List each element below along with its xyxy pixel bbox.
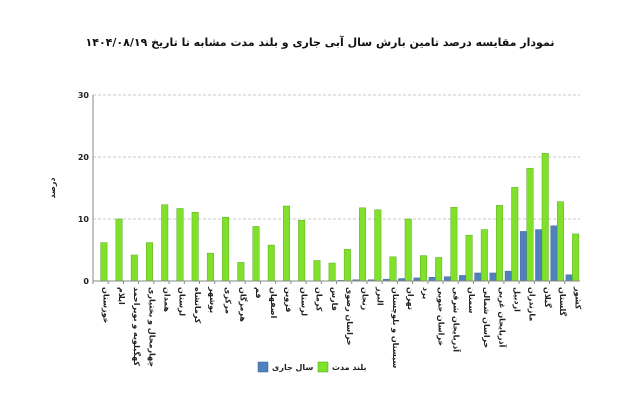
category-label: فارس [329, 287, 339, 311]
bar-long-term [130, 254, 138, 282]
bar-long-term [313, 260, 321, 282]
legend: سال جاری بلند مدت [257, 361, 367, 373]
bar-long-term [176, 208, 184, 282]
bar-long-term [404, 218, 412, 282]
bar-long-term [115, 218, 123, 282]
bar-long-term [100, 242, 108, 282]
category-label: کشور [573, 286, 582, 310]
legend-swatch-current-year [257, 361, 269, 373]
bar-long-term [541, 153, 549, 282]
category-label: قزوین [284, 287, 293, 312]
bar-long-term [267, 244, 275, 282]
bar-long-term [222, 216, 230, 282]
legend-label-current-year: سال جاری [272, 363, 313, 372]
bar-long-term [465, 234, 473, 282]
category-label: ایلام [117, 287, 126, 305]
bar-current-year [428, 277, 436, 282]
bar-current-year [459, 275, 467, 282]
category-label: البرز [376, 286, 385, 306]
category-label: لرستان [299, 287, 308, 316]
bar-long-term [343, 249, 351, 282]
bar-long-term [328, 262, 336, 282]
y-tick-label: 0 [83, 277, 89, 286]
bar-current-year [520, 231, 527, 282]
category-label: قم [254, 287, 263, 299]
bar-long-term [359, 207, 367, 282]
bar-long-term [146, 242, 153, 282]
bar-current-year [443, 276, 451, 282]
category-label: یزد [421, 287, 430, 299]
bar-long-term [496, 205, 503, 282]
category-label: هرمزگان [239, 287, 249, 322]
y-axis-label: درصد [48, 177, 57, 198]
bar-long-term [283, 205, 290, 282]
bar-current-year [535, 229, 543, 282]
category-label: خراسان جنوبی [436, 287, 445, 346]
category-label: گیلان [543, 287, 553, 308]
bar-long-term [435, 257, 443, 282]
axes: 0 10 20 30 درصد [48, 91, 580, 286]
bar-long-term [374, 209, 382, 282]
category-label: آذربایجان غربی [497, 287, 507, 348]
category-label: چهارمحال و بختیاری [147, 287, 156, 367]
y-tick-label: 30 [78, 91, 90, 100]
bar-long-term [420, 255, 427, 282]
bar-long-term [161, 204, 169, 282]
chart-title: نمودار مقایسه درصد تامین بارش سال آبی جا… [85, 36, 555, 49]
category-label: کهگیلویه و بویراحمد [132, 287, 142, 366]
category-label: اصفهان [269, 287, 278, 319]
bars [100, 153, 580, 282]
y-tick-label: 10 [78, 215, 90, 224]
category-label: خراسان شمالی [482, 287, 491, 349]
category-label: سیستان و بلوچستان [391, 287, 400, 368]
bar-current-year [489, 272, 497, 282]
category-label: مازندران [528, 287, 537, 321]
category-label: تهران [406, 287, 415, 310]
category-labels: خوزستان ایلام کهگیلویه و بویراحمد چهارمحال … [102, 286, 583, 368]
bar-long-term [191, 211, 199, 282]
category-label: اردبیل [513, 287, 522, 312]
legend-label-long-term: بلند مدت [332, 363, 367, 372]
bar-current-year [474, 272, 482, 282]
bar-current-year [504, 270, 512, 282]
category-label: خوزستان [102, 287, 111, 324]
category-label: بوشهر [208, 286, 217, 313]
gridlines [93, 94, 580, 220]
bar-long-term [450, 207, 458, 282]
category-label: آذربایجان شرقی [452, 287, 462, 352]
bar-long-term [556, 201, 564, 282]
category-label: گلستان [558, 287, 568, 317]
bar-current-year [565, 274, 573, 282]
category-label: کرمانشاه [193, 287, 202, 324]
bar-long-term [298, 220, 306, 282]
category-label: مرکزی [223, 287, 232, 314]
bar-long-term [206, 252, 214, 282]
bar-long-term [511, 187, 519, 282]
category-label: زنجان [360, 287, 369, 311]
bar-long-term [572, 233, 580, 282]
bar-long-term [526, 167, 534, 282]
bar-long-term [389, 256, 397, 282]
category-label: خراسان رضوی [345, 287, 354, 346]
category-label: لرستان [178, 287, 187, 316]
y-tick-label: 20 [78, 153, 90, 162]
category-label: همدان [162, 287, 171, 313]
bar-current-year [550, 225, 558, 282]
category-label: کرمان [315, 287, 324, 312]
bar-long-term [480, 229, 488, 282]
legend-swatch-long-term [317, 361, 329, 373]
bar-long-term [237, 262, 245, 282]
category-label: سمنان [467, 287, 476, 313]
bar-long-term [252, 226, 260, 282]
